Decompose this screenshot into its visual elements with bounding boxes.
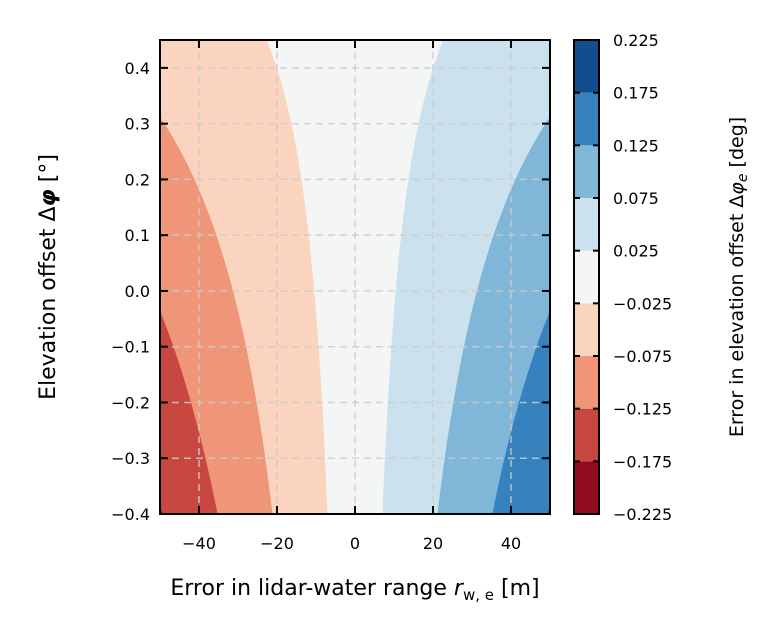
colorbar-segment-6 xyxy=(574,145,599,198)
contour-band-5 xyxy=(382,40,550,514)
colorbar-frame xyxy=(573,39,600,515)
colorbar-segment-1 xyxy=(574,408,599,462)
y-tick-label: −0.1 xyxy=(111,338,150,357)
colorbar-segment-0 xyxy=(574,461,599,514)
colorbar-label: Error in elevation offset Δφe [deg] xyxy=(726,117,752,437)
y-axis-label: Elevation offset Δφ [°] xyxy=(36,154,61,400)
x-tick-label: 40 xyxy=(501,534,521,553)
x-tick-label: −20 xyxy=(260,534,294,553)
grid-lines xyxy=(160,40,550,514)
x-tick-label: −40 xyxy=(182,534,216,553)
colorbar-tick-label: 0.025 xyxy=(613,242,659,261)
y-tick-label: 0.1 xyxy=(125,226,150,245)
contour-band-0 xyxy=(160,504,163,514)
y-tick-label: 0.3 xyxy=(125,115,150,134)
colorbar-tick-label: −0.025 xyxy=(613,294,672,313)
colorbar-tick-label: 0.225 xyxy=(613,31,659,50)
x-axis-label: Error in lidar-water range rw, e [m] xyxy=(170,576,539,606)
colorbar-ticks: −0.225 −0.175 −0.125 −0.075 −0.025 0.025 0.075… xyxy=(574,31,672,524)
y-tick-label: −0.4 xyxy=(111,505,150,524)
contour-band-2 xyxy=(160,116,273,514)
colorbar-tick-label: −0.225 xyxy=(613,505,672,524)
y-tick-label: 0.2 xyxy=(125,170,150,189)
contour-band-4 xyxy=(266,40,444,514)
y-tick-label: −0.2 xyxy=(111,393,150,412)
colorbar-segment-7 xyxy=(574,92,599,146)
colorbar-tick-label: −0.175 xyxy=(613,452,672,471)
y-tick-label: −0.3 xyxy=(111,449,150,468)
colorbar-tick-label: −0.075 xyxy=(613,347,672,366)
y-axis-ticks: −0.4 −0.3 −0.2 −0.1 0.0 0.1 0.2 0.3 0.4 xyxy=(111,59,550,524)
colorbar-tick-label: 0.175 xyxy=(613,84,659,103)
contour-band-7 xyxy=(492,310,550,514)
contour-band-3 xyxy=(160,40,328,514)
colorbar-segment-5 xyxy=(574,198,599,251)
colorbar-tick-label: −0.125 xyxy=(613,400,672,419)
colorbar-segment-4 xyxy=(574,250,599,304)
colorbar-segment-2 xyxy=(574,356,599,409)
colorbar-tick-label: 0.125 xyxy=(613,136,659,155)
colorbar-segment-8 xyxy=(574,40,599,93)
y-tick-label: 0.4 xyxy=(125,59,150,78)
colorbar xyxy=(574,40,599,514)
x-tick-label: 0 xyxy=(350,534,360,553)
colorbar-segment-3 xyxy=(574,303,599,356)
x-axis-ticks: −40 −20 0 20 40 xyxy=(182,40,521,553)
colorbar-tick-label: 0.075 xyxy=(613,189,659,208)
y-tick-label: 0.0 xyxy=(125,282,150,301)
contour-band-1 xyxy=(160,310,218,514)
contour-band-6 xyxy=(437,116,550,514)
contour-fill-layer xyxy=(160,40,550,514)
x-tick-label: 20 xyxy=(423,534,443,553)
